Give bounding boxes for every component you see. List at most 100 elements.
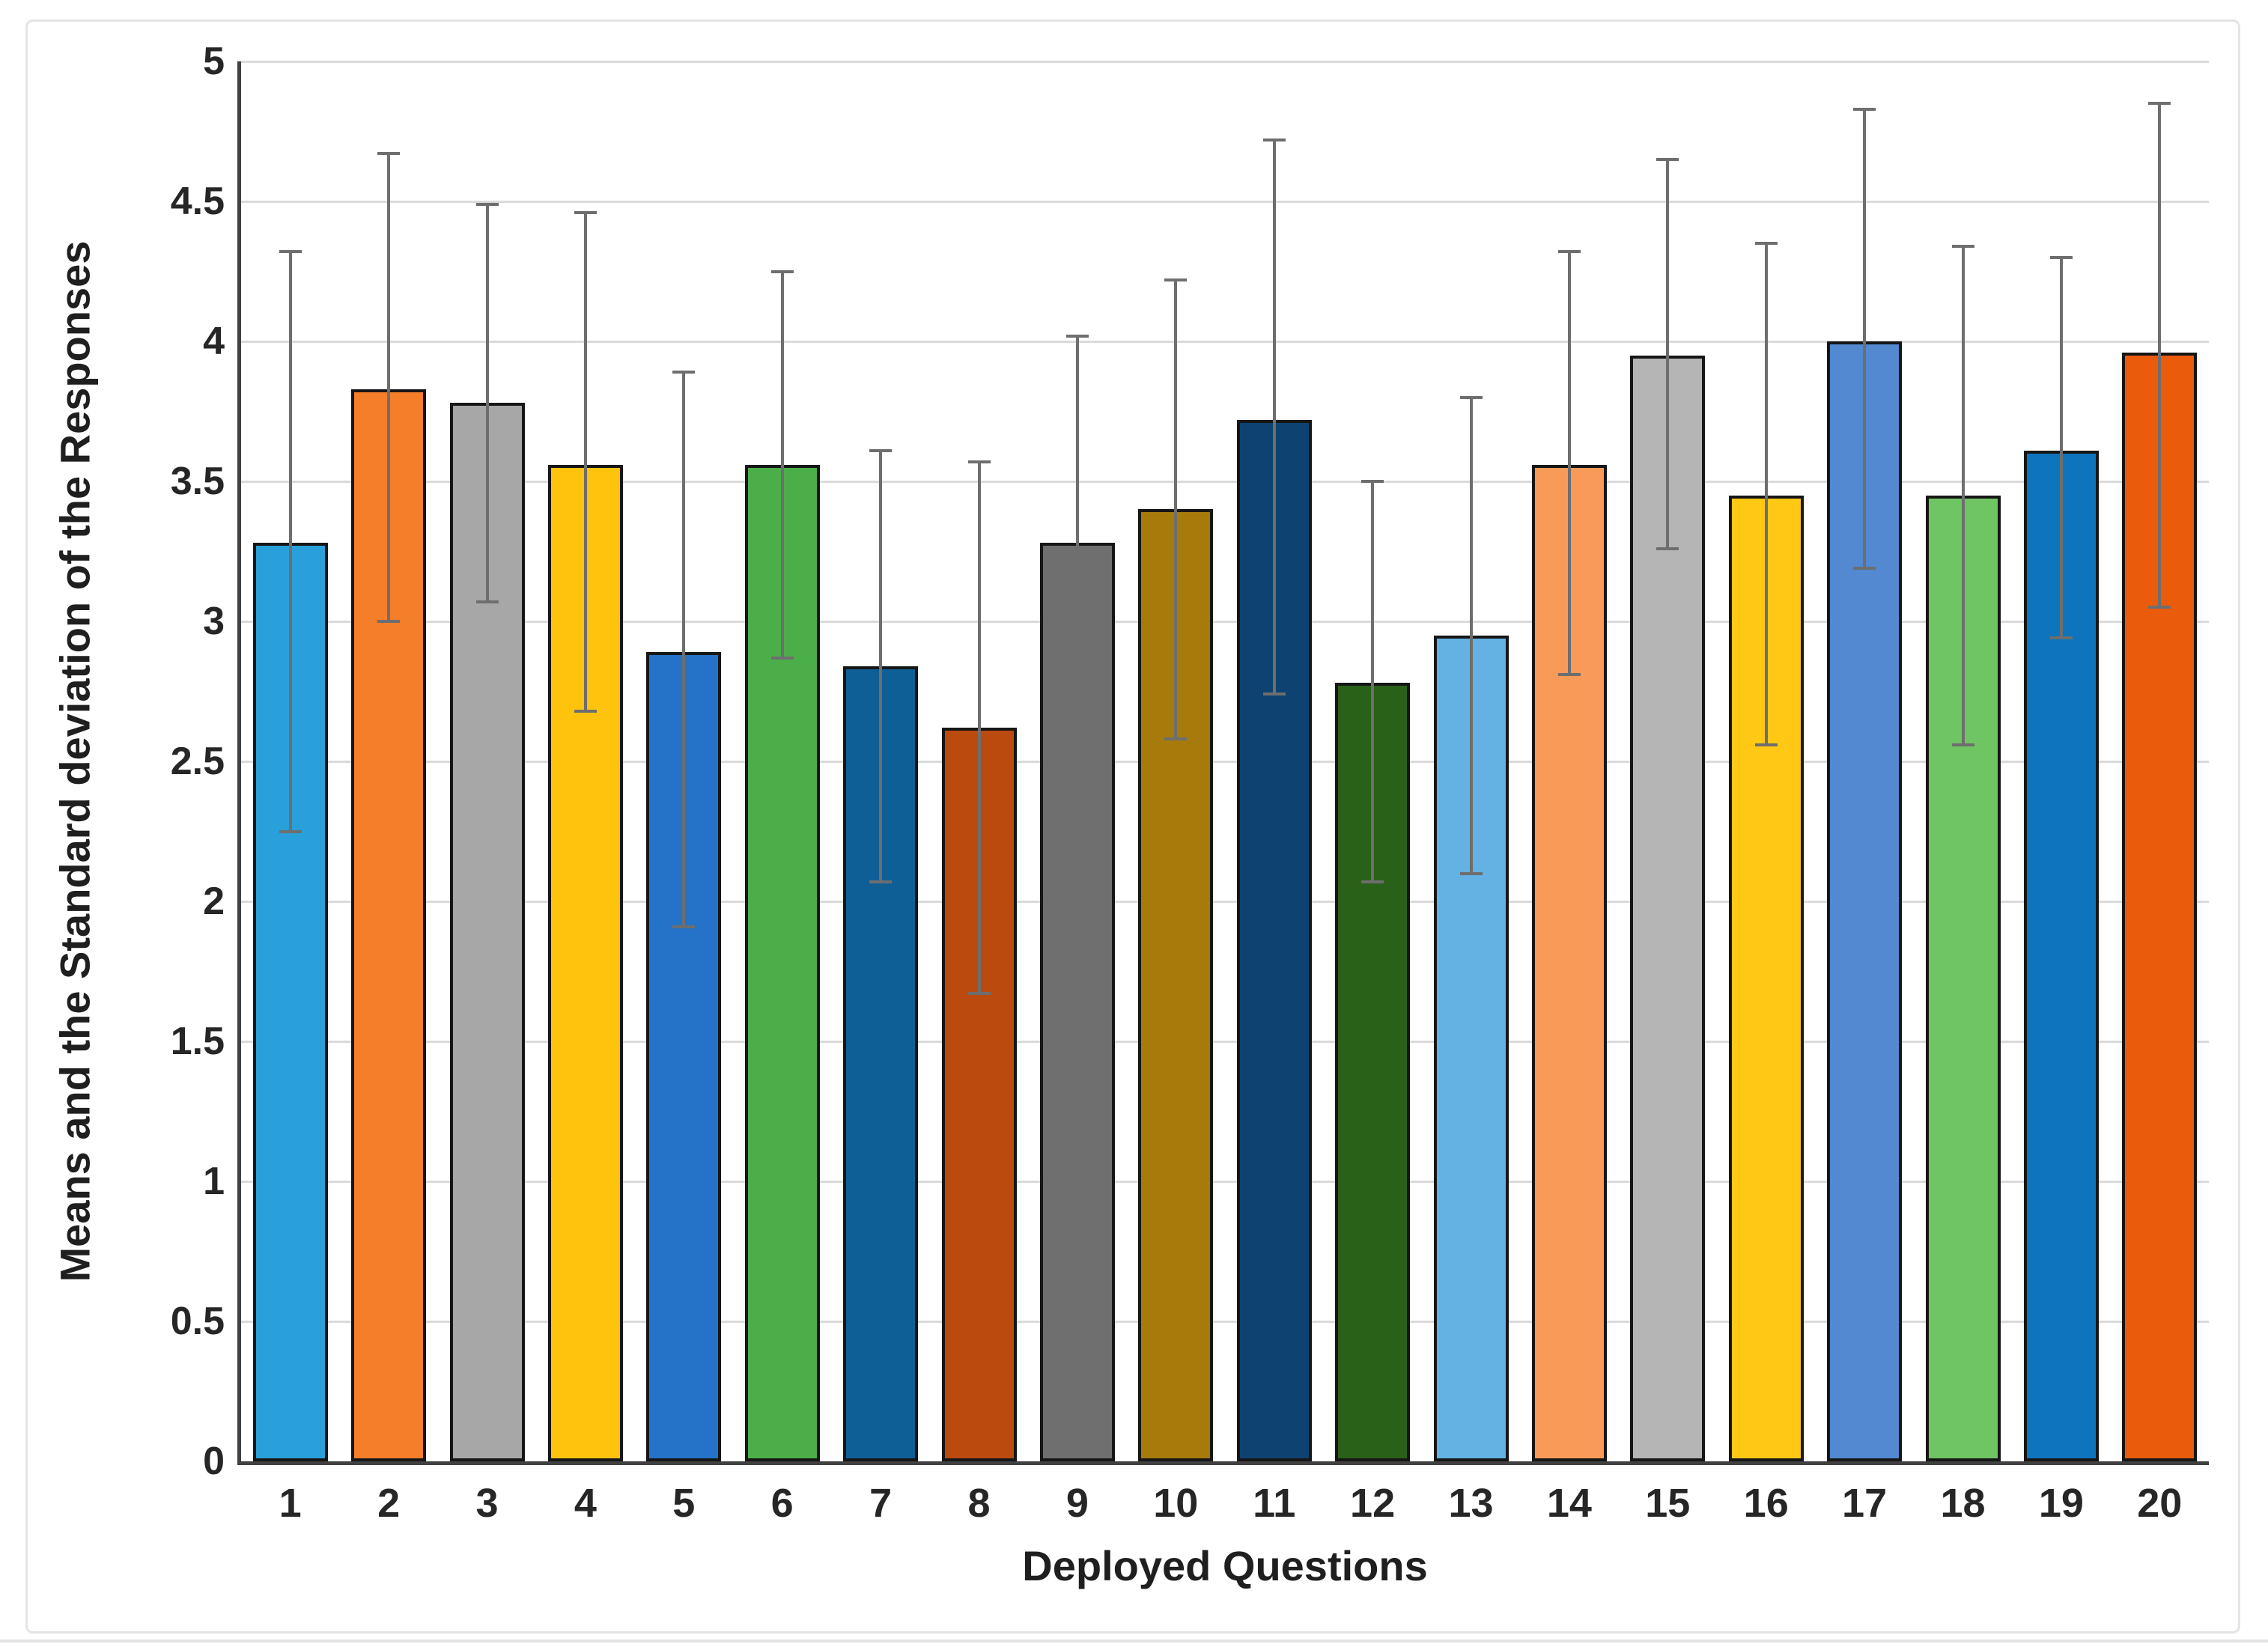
error-bar-cap-top — [574, 210, 597, 214]
error-bar-cap-bottom — [475, 600, 499, 603]
error-bar-cap-top — [279, 250, 302, 254]
error-bar-whisker — [879, 450, 883, 882]
gridline — [241, 201, 2209, 203]
error-bar-cap-bottom — [1557, 673, 1581, 677]
gridline — [241, 61, 2209, 63]
gridline — [241, 1181, 2209, 1183]
error-bar-whisker — [387, 153, 391, 621]
y-tick-label: 4 — [203, 320, 225, 363]
error-bar-whisker — [1863, 109, 1867, 568]
gridline — [241, 901, 2209, 903]
error-bar-cap-bottom — [1754, 743, 1778, 746]
error-bar-cap-bottom — [2148, 606, 2171, 609]
error-bar-cap-bottom — [770, 656, 794, 660]
x-tick-label: 8 — [967, 1481, 991, 1526]
x-tick-label: 6 — [770, 1481, 794, 1526]
x-tick-label: 5 — [672, 1481, 696, 1526]
x-tick-label: 7 — [869, 1481, 893, 1526]
x-tick-label: 1 — [279, 1481, 302, 1526]
error-bar-cap-bottom — [967, 992, 991, 996]
error-bar-cap-bottom — [1853, 566, 1876, 570]
error-bar-cap-top — [1065, 334, 1089, 338]
x-tick-label: 10 — [1153, 1481, 1199, 1526]
x-tick-label: 2 — [377, 1481, 401, 1526]
gridline — [241, 341, 2209, 343]
error-bar-whisker — [1764, 243, 1768, 745]
y-tick-label: 0 — [203, 1440, 225, 1483]
error-bar-cap-bottom — [1262, 692, 1286, 696]
y-axis-line — [237, 61, 241, 1465]
error-bar-cap-top — [1557, 250, 1581, 254]
error-bar-cap-bottom — [1361, 880, 1384, 883]
figure-frame — [25, 19, 2240, 1634]
error-bar-cap-top — [1853, 107, 1876, 111]
error-bar-whisker — [682, 372, 686, 927]
y-tick-label: 3 — [203, 600, 225, 643]
error-bar-cap-top — [672, 371, 696, 374]
error-bar-cap-top — [1656, 157, 1679, 161]
error-bar-whisker — [1961, 246, 1965, 745]
bar — [2023, 450, 2099, 1461]
x-tick-label: 18 — [1940, 1481, 1986, 1526]
error-bar-cap-top — [2148, 102, 2171, 106]
error-bar-whisker — [1371, 481, 1375, 882]
error-bar-whisker — [780, 271, 784, 658]
error-bar-whisker — [288, 252, 292, 832]
x-tick-label: 16 — [1743, 1481, 1789, 1526]
error-bar-cap-top — [1459, 395, 1483, 399]
y-tick-label: 1.5 — [170, 1020, 225, 1063]
y-tick-label: 0.5 — [170, 1300, 225, 1343]
y-tick-label: 2 — [203, 880, 225, 923]
gridline — [241, 621, 2209, 623]
error-bar-cap-top — [1951, 244, 1974, 248]
error-bar-whisker — [2158, 103, 2162, 608]
error-bar-whisker — [1272, 139, 1276, 695]
error-bar-whisker — [1567, 252, 1571, 675]
error-bar-whisker — [1469, 397, 1473, 874]
y-tick-label: 2.5 — [170, 740, 225, 783]
error-bar-cap-bottom — [1459, 871, 1483, 875]
error-bar-cap-bottom — [1065, 746, 1089, 749]
y-tick-label: 4.5 — [170, 180, 225, 223]
x-tick-label: 14 — [1546, 1481, 1592, 1526]
error-bar-cap-top — [869, 448, 893, 452]
error-bar-whisker — [1075, 335, 1079, 748]
gridline — [241, 481, 2209, 483]
bar — [1630, 355, 1706, 1461]
error-bar-cap-top — [967, 460, 991, 463]
figure-bottom-edge — [0, 1640, 2268, 1643]
x-tick-label: 13 — [1448, 1481, 1494, 1526]
x-tick-label: 9 — [1065, 1481, 1089, 1526]
error-bar-cap-top — [1164, 278, 1188, 281]
error-bar-cap-bottom — [1951, 743, 1974, 746]
error-bar-cap-bottom — [1656, 547, 1679, 550]
y-axis-title: Means and the Standard deviation of the … — [51, 240, 99, 1282]
y-tick-label: 1 — [203, 1160, 225, 1203]
error-bar-cap-top — [377, 152, 401, 156]
error-bar-cap-bottom — [377, 620, 401, 623]
error-bar-cap-bottom — [1164, 737, 1188, 741]
error-bar-cap-top — [1361, 480, 1384, 483]
error-bar-whisker — [485, 204, 489, 602]
y-tick-label: 3.5 — [170, 460, 225, 503]
x-tick-label: 12 — [1350, 1481, 1396, 1526]
error-bar-cap-bottom — [672, 925, 696, 928]
error-bar-cap-top — [2049, 255, 2073, 259]
x-tick-label: 11 — [1253, 1481, 1296, 1526]
error-bar-cap-bottom — [2049, 636, 2073, 640]
error-bar-whisker — [1666, 159, 1670, 549]
x-tick-label: 19 — [2038, 1481, 2084, 1526]
error-bar-cap-top — [1754, 242, 1778, 246]
error-bar-whisker — [977, 461, 981, 994]
error-bar-cap-top — [1262, 138, 1286, 141]
gridline — [241, 761, 2209, 763]
error-bar-cap-top — [475, 202, 499, 206]
error-bar-cap-bottom — [869, 880, 893, 883]
x-axis-title: Deployed Questions — [1022, 1542, 1428, 1589]
x-tick-label: 4 — [574, 1481, 597, 1526]
x-tick-label: 3 — [475, 1481, 499, 1526]
gridline — [241, 1321, 2209, 1323]
error-bar-cap-bottom — [574, 709, 597, 713]
error-bar-whisker — [2059, 257, 2063, 639]
